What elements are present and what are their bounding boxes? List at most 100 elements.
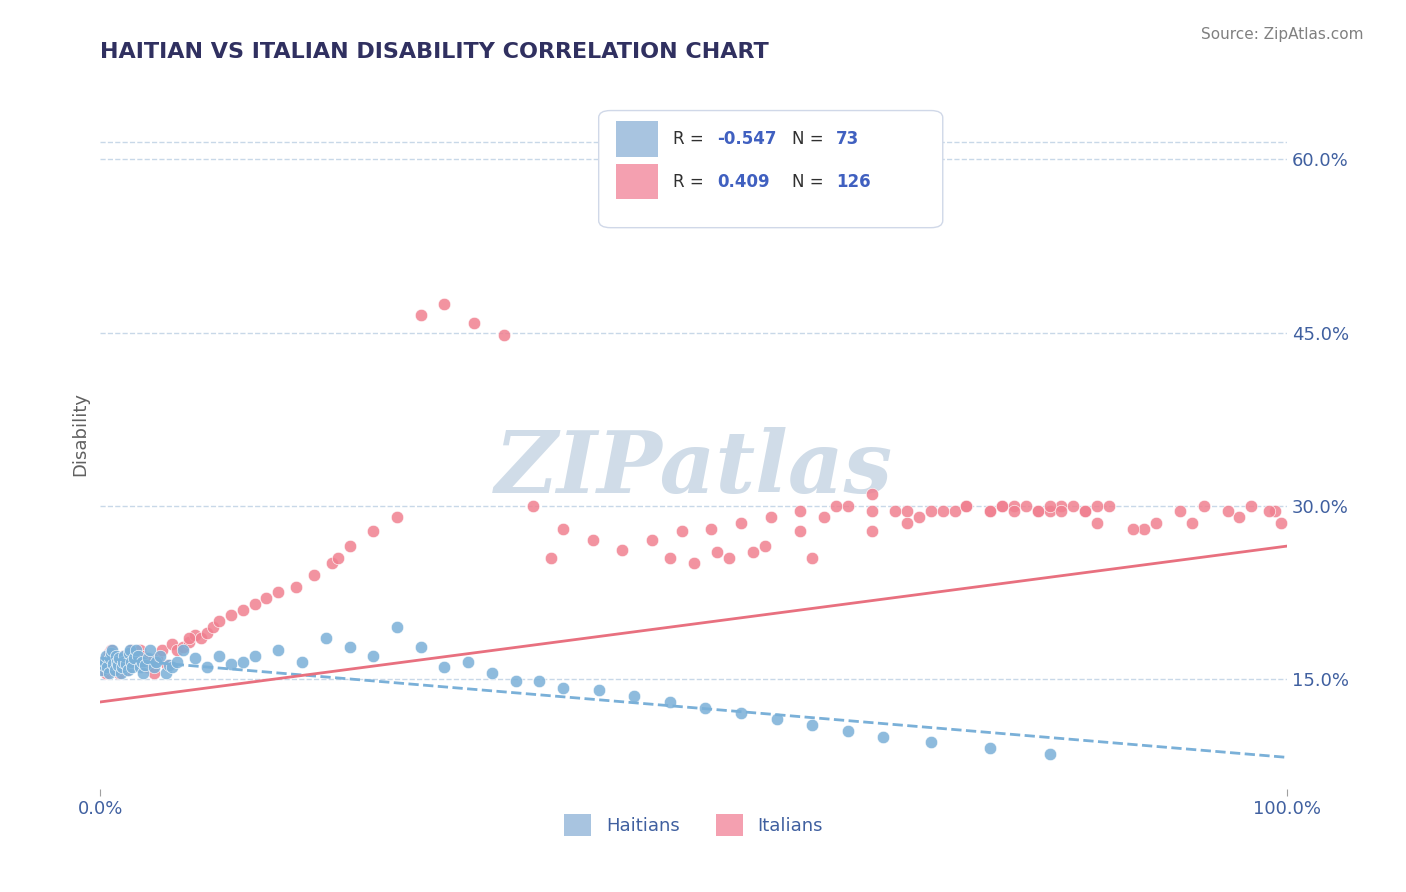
Point [409,640,432,654]
Point [955,499,977,513]
Point [492,327,515,342]
Point [872,730,894,744]
Point [759,510,782,524]
Point [1002,499,1025,513]
Point [131,655,153,669]
Point [96,651,118,665]
Point [1264,504,1286,518]
Point [115,657,138,671]
Point [1144,516,1167,530]
Point [813,510,835,524]
Point [505,674,527,689]
Point [195,660,218,674]
Point [208,614,231,628]
Point [979,504,1001,518]
Point [111,655,134,669]
Text: N =: N = [792,130,824,148]
Text: ZIPatlas: ZIPatlas [495,427,893,511]
Point [91,655,114,669]
Point [120,655,142,669]
Point [920,504,942,518]
Point [145,655,167,669]
Point [339,539,361,553]
Point [94,655,117,669]
Point [943,504,966,518]
Point [98,660,121,674]
Point [612,542,634,557]
Point [243,648,266,663]
Point [100,647,122,661]
Point [149,648,172,663]
Point [132,648,155,663]
Point [111,648,134,663]
Point [107,658,129,673]
Point [361,524,384,538]
Point [837,499,859,513]
Point [172,643,194,657]
Point [481,666,503,681]
Y-axis label: Disability: Disability [72,392,89,475]
Point [122,655,145,669]
Point [1270,516,1292,530]
Point [730,706,752,721]
Point [385,620,408,634]
Point [321,557,343,571]
Point [103,648,125,663]
Point [139,643,162,657]
Point [110,660,132,674]
Point [801,718,824,732]
Point [219,608,242,623]
Point [285,580,308,594]
Point [160,637,183,651]
Point [256,591,278,605]
Point [166,643,188,657]
Point [117,663,139,677]
Point [139,655,162,669]
Point [108,651,131,665]
Point [695,700,717,714]
Point [208,648,231,663]
Point [896,504,918,518]
Point [1192,499,1215,513]
Point [991,499,1014,513]
Point [457,655,479,669]
Point [232,602,254,616]
Point [128,660,150,674]
Point [860,487,883,501]
Point [97,666,120,681]
Point [120,643,142,657]
Point [219,657,242,671]
Point [118,647,141,661]
Point [1074,504,1097,518]
Point [582,533,605,548]
Point [658,695,681,709]
Point [385,510,408,524]
Point [1026,504,1049,518]
Point [860,504,883,518]
Point [979,504,1001,518]
Point [150,643,173,657]
Point [96,648,118,663]
Point [1026,504,1049,518]
Point [860,524,883,538]
Point [825,499,848,513]
Point [754,539,776,553]
Point [1038,499,1060,513]
Point [103,657,125,671]
Point [671,524,693,538]
Point [195,625,218,640]
Point [107,651,129,665]
Point [136,651,159,665]
Point [730,516,752,530]
Point [1050,499,1073,513]
Point [789,524,811,538]
Point [658,550,681,565]
Point [93,658,115,673]
Point [131,648,153,663]
Point [135,660,157,674]
Point [112,657,135,671]
Point [118,643,141,657]
Text: Source: ZipAtlas.com: Source: ZipAtlas.com [1201,27,1364,42]
Point [98,651,121,665]
Point [132,666,155,681]
